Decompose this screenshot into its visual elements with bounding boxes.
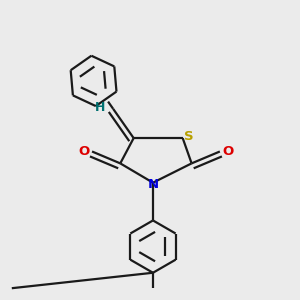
Text: N: N: [147, 178, 158, 191]
Text: O: O: [78, 145, 89, 158]
Text: S: S: [184, 130, 194, 143]
Text: H: H: [94, 101, 105, 114]
Text: O: O: [223, 145, 234, 158]
